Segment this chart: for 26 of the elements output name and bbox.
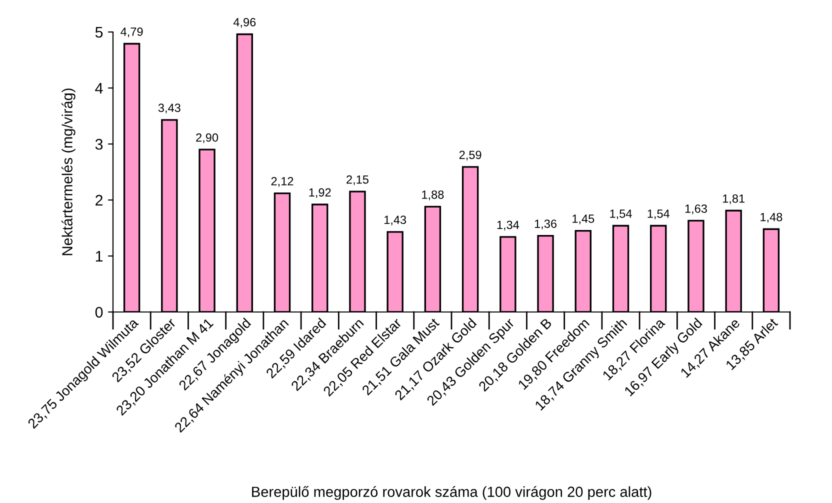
data-label: 2,12 [271,177,294,187]
data-label: 1,63 [685,204,707,214]
y-tick-label: 4 [95,83,103,94]
data-label: 1,34 [497,220,520,230]
data-label: 1,43 [384,216,406,226]
data-label: 2,90 [196,133,218,144]
data-label: 1,88 [422,190,444,200]
y-tick-label: 0 [95,306,103,318]
data-label: 3,43 [158,104,180,114]
data-label: 4,79 [120,28,143,38]
y-axis-title: Nektártermelés (mg/virág) [62,88,76,256]
y-tick-label: 5 [95,27,103,38]
data-label: 2,15 [346,175,368,186]
data-label: 1,54 [610,210,632,220]
data-label: 1,81 [722,194,744,204]
y-tick-label: 1 [96,251,103,262]
data-label: 1,45 [572,214,594,224]
x-axis-title: Berepülő megporzó rovarok száma (100 virágon 20 perc alatt) [252,486,652,500]
data-label: 1,36 [534,220,556,230]
y-tick-label: 3 [95,138,103,150]
data-label: 1,92 [309,188,331,198]
data-label: 1,48 [760,212,782,223]
data-label: 4,96 [233,18,256,28]
y-tick-label: 2 [96,194,103,206]
data-label: 1,54 [648,210,670,220]
data-label: 2,59 [459,150,482,160]
